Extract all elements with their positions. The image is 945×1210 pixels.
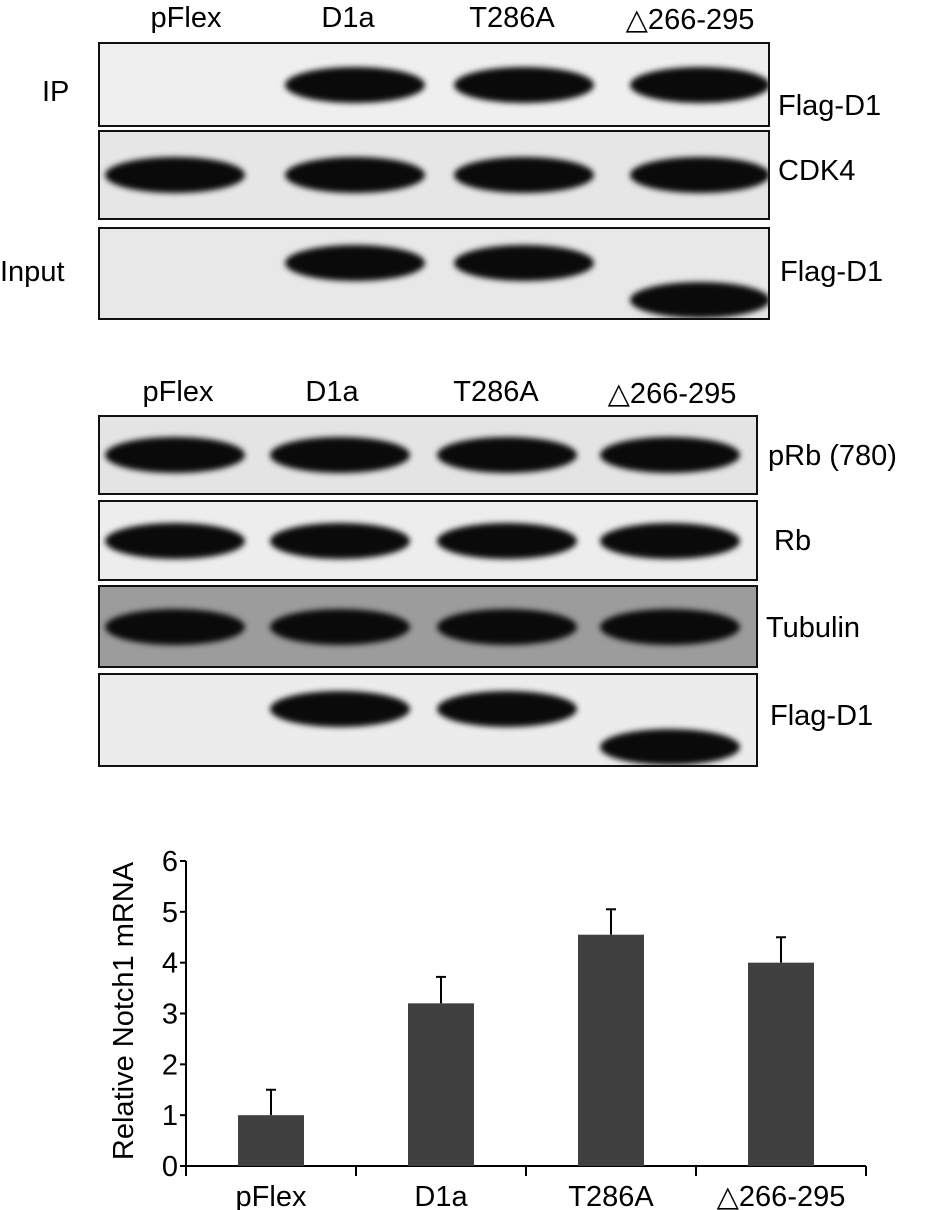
protein-band [270, 437, 410, 473]
protein-band [437, 691, 577, 728]
protein-band [600, 608, 740, 645]
blot-input-flag-d1 [98, 227, 770, 320]
x-tick-label: D1a [414, 1181, 468, 1210]
blot-flag-d1 [98, 673, 758, 767]
protein-band [285, 157, 425, 193]
protein-band [600, 729, 740, 765]
blot-label: Flag-D1 [780, 256, 884, 288]
protein-band [105, 437, 245, 473]
x-tick-label: T286A [568, 1181, 654, 1210]
blot-label: Flag-D1 [770, 700, 874, 732]
protein-band [454, 66, 594, 103]
bar-chart: Relative Notch1 mRNA 0 1 2 3 4 5 6 pFlex D1a T286… [108, 846, 867, 1210]
bar-2 [578, 934, 644, 1166]
blot-label: pRb (780) [768, 440, 897, 472]
protein-band [105, 522, 245, 559]
protein-band [600, 522, 740, 559]
blot-label: Rb [774, 525, 812, 557]
lane-label-pflex: pFlex [142, 376, 214, 408]
y-tick-label: 5 [162, 897, 178, 929]
protein-band [630, 157, 768, 193]
blot-rb [98, 500, 758, 581]
protein-band [285, 66, 425, 103]
protein-band [437, 522, 577, 559]
bar-0 [238, 1115, 304, 1166]
bar-3 [748, 962, 814, 1166]
y-tick-label: 4 [162, 948, 178, 980]
y-tick-label: 0 [162, 1151, 178, 1183]
x-tick-label: △266-295 [717, 1181, 846, 1210]
protein-band [105, 608, 245, 645]
y-tick-label: 3 [162, 999, 178, 1031]
y-axis-label: Relative Notch1 mRNA [108, 861, 140, 1160]
protein-band [454, 157, 594, 193]
lane-label-d1a: D1a [321, 2, 375, 34]
protein-band [454, 245, 594, 282]
protein-band [630, 282, 768, 318]
blot-tubulin [98, 585, 758, 668]
y-tick-label: 6 [162, 846, 178, 878]
protein-band [437, 437, 577, 473]
protein-band [600, 437, 740, 473]
blot-label: Flag-D1 [778, 90, 882, 122]
lane-label-t286a: T286A [453, 376, 539, 408]
lane-label-delta: △266-295 [625, 4, 755, 36]
blot-label: Tubulin [766, 612, 861, 644]
y-tick-label: 2 [162, 1049, 178, 1081]
protein-band [437, 608, 577, 645]
lane-label-pflex: pFlex [150, 2, 222, 34]
blot-prb [98, 415, 758, 495]
protein-band [270, 608, 410, 645]
blot-label: CDK4 [778, 155, 856, 187]
lane-label-t286a: T286A [469, 2, 555, 34]
lane-label-delta: △266-295 [607, 378, 737, 410]
protein-band [270, 522, 410, 559]
lane-label-d1a: D1a [305, 376, 359, 408]
y-tick-label: 1 [162, 1100, 178, 1132]
protein-band [105, 157, 245, 193]
group-label-ip: IP [42, 76, 70, 108]
blot-ip-cdk4 [98, 130, 770, 220]
blot-ip-flag-d1 [98, 42, 770, 127]
protein-band [270, 691, 410, 728]
bar-1 [408, 1003, 474, 1166]
protein-band [630, 66, 768, 103]
x-tick-label: pFlex [236, 1181, 307, 1210]
protein-band [285, 245, 425, 282]
group-label-input: Input [0, 256, 65, 288]
